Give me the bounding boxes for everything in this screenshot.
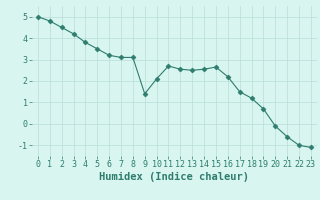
X-axis label: Humidex (Indice chaleur): Humidex (Indice chaleur) [100, 172, 249, 182]
